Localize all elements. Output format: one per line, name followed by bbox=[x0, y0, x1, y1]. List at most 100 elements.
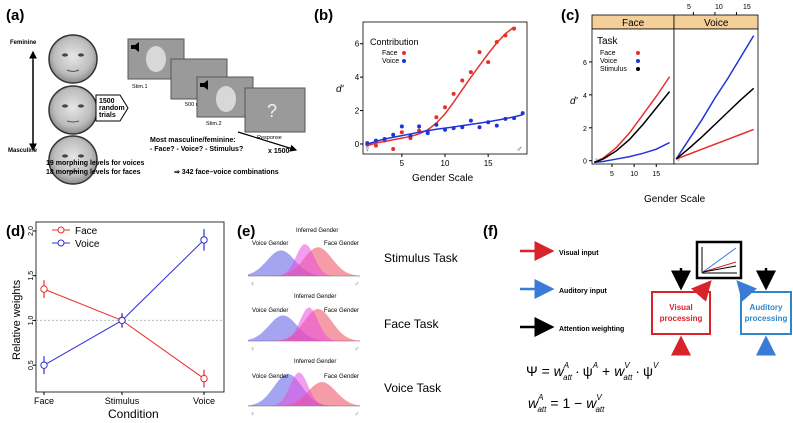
c-legend-face-dot bbox=[636, 51, 640, 55]
e-task-voice: Voice Task bbox=[384, 381, 442, 395]
c-legend-stimulus-dot bbox=[636, 67, 640, 71]
trials-line3: trials bbox=[99, 112, 116, 119]
d-xlabel: Condition bbox=[108, 407, 159, 421]
b-male-symbol: ♂ bbox=[516, 144, 523, 154]
c-legend-voice: Voice bbox=[600, 58, 617, 65]
d-ylabel: Relative weights bbox=[11, 279, 23, 360]
panel-label-c: (c) bbox=[561, 7, 579, 24]
repeat-count: x 1500 bbox=[268, 148, 290, 155]
b-point-face bbox=[460, 78, 465, 83]
label-response: Response bbox=[257, 135, 282, 141]
e-rows bbox=[248, 244, 360, 407]
b-point-voice bbox=[365, 141, 370, 146]
c-line-voice-voice bbox=[675, 35, 755, 160]
b-xtick-label: 5 bbox=[400, 159, 405, 168]
legend-visual-input: Visual input bbox=[559, 250, 599, 257]
e-face-1: Face Gender bbox=[324, 241, 359, 247]
trials-line2: random bbox=[99, 105, 125, 112]
b-point-voice bbox=[425, 131, 430, 136]
e-inferred-distribution bbox=[248, 244, 360, 276]
screen-response: ? bbox=[244, 87, 306, 133]
e-inferred-distribution bbox=[248, 372, 360, 406]
c-xtick-label: 15 bbox=[652, 171, 660, 178]
panel-f: (f) Visual input Auditory input Attentio… bbox=[483, 223, 792, 414]
b-point-voice bbox=[417, 124, 422, 129]
e-inferred-1: Inferred Gender bbox=[296, 228, 338, 234]
c-legend-stimulus: Stimulus bbox=[600, 66, 627, 73]
b-legend-face-dot bbox=[402, 51, 406, 55]
b-marks bbox=[365, 26, 525, 151]
d-point-voice bbox=[40, 361, 48, 369]
c-female-symbol-2: ♀ bbox=[676, 157, 681, 164]
auditory-processing-l2: processing bbox=[745, 314, 788, 323]
panel-label-a: (a) bbox=[6, 7, 24, 24]
b-axes: 5 10 15 0 2 4 6 bbox=[355, 40, 493, 168]
d-marks bbox=[40, 229, 208, 388]
question-title: Most masculine/feminine: bbox=[150, 137, 236, 144]
d-xtick-label: Voice bbox=[193, 396, 215, 406]
label-masculine: Masculine bbox=[8, 148, 38, 154]
d-ytick-label: 0.5 bbox=[28, 360, 35, 370]
visual-processing-box bbox=[651, 291, 711, 335]
d-xtick-label: Stimulus bbox=[105, 396, 140, 406]
d-legend-face: Face bbox=[75, 226, 98, 237]
b-xtick-label: 10 bbox=[441, 159, 450, 168]
b-point-voice bbox=[443, 127, 447, 132]
auditory-processing-box bbox=[740, 291, 792, 335]
b-legend-voice: Voice bbox=[382, 58, 399, 65]
d-legend-voice: Voice bbox=[75, 239, 100, 250]
d-point-face bbox=[200, 374, 208, 383]
b-point-voice bbox=[408, 133, 413, 138]
label-isi: 500 ms bbox=[185, 102, 203, 108]
d-axes: 0.5 1.0 1.5 2.0 Face Stimulus Voice bbox=[28, 226, 224, 406]
c-xtick-label: 10 bbox=[630, 171, 638, 178]
d-xtick-label: Face bbox=[34, 396, 54, 406]
speaker-icon-2 bbox=[200, 80, 208, 90]
e-face-distribution bbox=[248, 382, 360, 406]
c-facet-face: Face bbox=[622, 18, 645, 29]
e-female-3: ♀ bbox=[250, 411, 255, 418]
d-ytick-label: 1.0 bbox=[28, 315, 35, 325]
b-ytick-label: 0 bbox=[355, 140, 360, 149]
panel-e: (e) Stimulus Task Face Task Voice Task I… bbox=[237, 223, 459, 418]
c-xtick-label: 5 bbox=[610, 171, 614, 178]
trials-pentagon bbox=[95, 94, 129, 122]
b-point-face bbox=[373, 143, 378, 148]
e-voice-distribution bbox=[248, 315, 360, 341]
panel-label-e: (e) bbox=[237, 223, 255, 240]
b-point-face bbox=[434, 115, 439, 120]
e-inferred-2: Inferred Gender bbox=[294, 294, 336, 300]
panel-label-f: (f) bbox=[483, 223, 498, 240]
auditory-output-arrow bbox=[736, 280, 758, 302]
b-point-voice bbox=[520, 111, 525, 116]
question-options: - Face? - Voice? - Stimulus? bbox=[150, 146, 243, 153]
b-ytick-label: 6 bbox=[355, 40, 360, 49]
c-xlabel: Gender Scale bbox=[644, 194, 706, 205]
c-marks bbox=[593, 35, 755, 164]
d-line-face bbox=[43, 288, 205, 379]
b-point-face bbox=[451, 91, 456, 96]
label-stim2: Stim.2 bbox=[206, 121, 222, 127]
e-task-face: Face Task bbox=[384, 317, 439, 331]
c-line-face-voice bbox=[594, 141, 670, 164]
b-point-voice bbox=[512, 116, 517, 121]
b-point-face bbox=[494, 40, 499, 45]
b-point-face bbox=[486, 60, 491, 65]
b-point-voice bbox=[373, 138, 378, 143]
c-ytick-label: 2 bbox=[583, 126, 587, 133]
c-ylabel: d' bbox=[570, 96, 579, 107]
c-legend-title: Task bbox=[597, 36, 619, 47]
visual-processing-l2: processing bbox=[660, 314, 703, 323]
b-fit-face bbox=[367, 26, 515, 147]
visual-processing-l1: Visual bbox=[669, 303, 692, 312]
panel-label-b: (b) bbox=[314, 7, 333, 24]
d-line-voice bbox=[43, 239, 205, 366]
b-point-voice bbox=[391, 132, 396, 137]
b-point-voice bbox=[468, 118, 473, 123]
c-legend-face: Face bbox=[600, 50, 616, 57]
b-xlabel: Gender Scale bbox=[412, 173, 474, 184]
b-point-face bbox=[477, 50, 482, 55]
d-point-face bbox=[40, 285, 48, 293]
visual-output-arrow bbox=[690, 280, 712, 302]
